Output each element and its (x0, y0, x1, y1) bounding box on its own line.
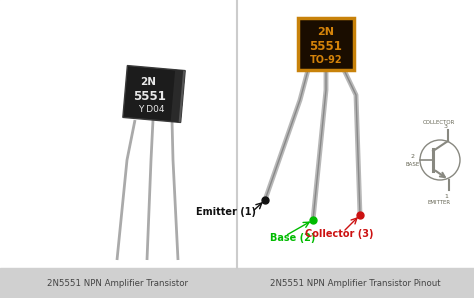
Text: 5551: 5551 (310, 40, 342, 52)
Text: Base (2): Base (2) (270, 233, 315, 243)
Text: 3: 3 (444, 125, 448, 130)
Text: BASE: BASE (406, 162, 420, 167)
Text: COLLECTOR: COLLECTOR (423, 119, 455, 125)
Text: 2: 2 (411, 153, 415, 159)
FancyBboxPatch shape (123, 66, 185, 122)
Bar (237, 0, 474, 268)
Text: 2N5551 NPN Amplifier Transistor: 2N5551 NPN Amplifier Transistor (47, 279, 189, 288)
Bar (0, 268, 474, 298)
Text: EMITTER: EMITTER (428, 199, 451, 204)
Text: 5551: 5551 (133, 89, 165, 103)
Bar (171, 70, 185, 122)
Bar (0, 0, 237, 268)
Text: Emitter (1): Emitter (1) (196, 207, 256, 217)
Text: Y D04: Y D04 (138, 105, 164, 114)
Text: 2N: 2N (318, 27, 335, 37)
Text: 2N5551 NPN Amplifier Transistor Pinout: 2N5551 NPN Amplifier Transistor Pinout (270, 279, 440, 288)
Text: 2N: 2N (140, 77, 156, 87)
Text: 1: 1 (444, 193, 448, 198)
Bar (179, 70, 185, 122)
FancyBboxPatch shape (298, 18, 354, 70)
Text: TO-92: TO-92 (310, 55, 342, 65)
Text: Collector (3): Collector (3) (305, 229, 374, 239)
